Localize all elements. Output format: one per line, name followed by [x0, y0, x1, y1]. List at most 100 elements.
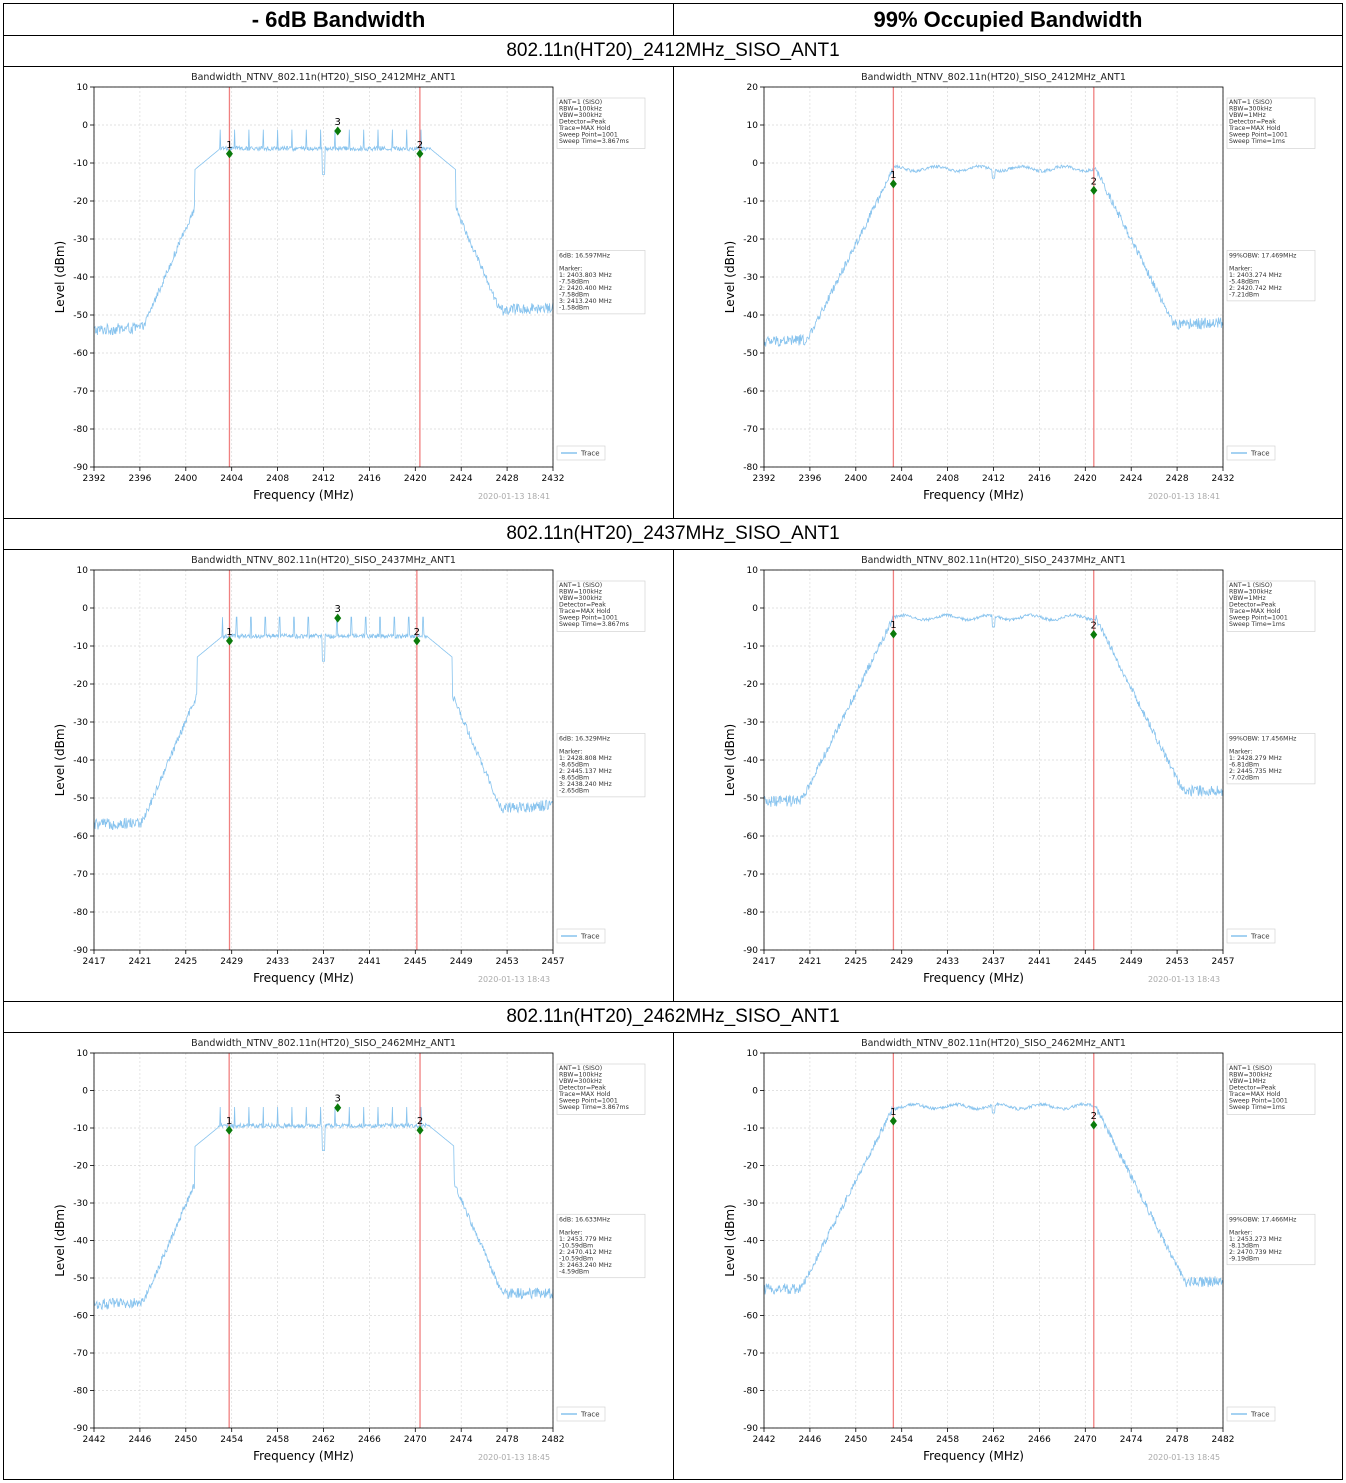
- y-tick-label: -30: [73, 1199, 88, 1209]
- info-line: RBW=300kHz: [1229, 589, 1272, 596]
- info-line: Trace=MAX Hold: [1228, 608, 1281, 615]
- chart-cell-2437-obw: Bandwidth_NTNV_802.11n(HT20)_SISO_2437MH…: [673, 549, 1343, 1002]
- marker-point-1: [225, 636, 233, 646]
- info-line: Trace=MAX Hold: [1228, 125, 1281, 132]
- y-tick-label: 0: [752, 1087, 758, 1097]
- y-tick-label: 10: [77, 83, 89, 93]
- info-line: Sweep Time=3.867ms: [559, 138, 629, 145]
- info-line: Trace=MAX Hold: [1228, 1091, 1281, 1098]
- info-box: [556, 580, 646, 632]
- section-title-2462: 802.11n(HT20)_2462MHz_SISO_ANT1: [3, 1001, 1343, 1033]
- y-tick-label: -70: [743, 1349, 758, 1359]
- x-tick-label: 2449: [1120, 957, 1143, 967]
- marker-label-2: 2: [1091, 621, 1097, 632]
- y-tick-label: -50: [743, 1274, 758, 1284]
- y-tick-label: -50: [73, 311, 88, 321]
- result-line: -7.58dBm: [559, 278, 589, 285]
- result-line: 2: 2420.400 MHz: [559, 285, 612, 292]
- y-tick-label: 10: [747, 121, 759, 131]
- legend-label: Trace: [580, 450, 600, 458]
- y-tick-label: -70: [743, 870, 758, 880]
- y-tick-label: -20: [743, 1162, 758, 1172]
- info-box: [1226, 97, 1316, 149]
- y-tick-label: -40: [743, 311, 758, 321]
- x-tick-label: 2454: [890, 1435, 913, 1445]
- result-box: [556, 733, 646, 798]
- y-axis-label: Level (dBm): [723, 724, 737, 796]
- x-tick-label: 2425: [174, 957, 197, 967]
- section-title-2437: 802.11n(HT20)_2437MHz_SISO_ANT1: [3, 518, 1343, 550]
- y-tick-label: -10: [73, 642, 88, 652]
- y-tick-label: -60: [73, 832, 88, 842]
- info-line: RBW=100kHz: [559, 589, 602, 596]
- result-line: -2.65dBm: [559, 787, 589, 794]
- x-tick-label: 2420: [1074, 474, 1097, 484]
- result-line: 2: 2445.137 MHz: [559, 768, 612, 775]
- y-tick-label: -90: [73, 946, 88, 956]
- result-line: 2: 2420.742 MHz: [1229, 285, 1282, 292]
- y-tick-label: 0: [82, 121, 88, 131]
- result-line: 6dB: 16.329MHz: [559, 735, 610, 742]
- info-line: Sweep Time=1ms: [1229, 138, 1285, 145]
- chart-title: Bandwidth_NTNV_802.11n(HT20)_SISO_2437MH…: [861, 555, 1126, 566]
- y-tick-label: -60: [743, 387, 758, 397]
- y-axis-label: Level (dBm): [53, 724, 67, 796]
- y-tick-label: 10: [77, 1049, 89, 1059]
- result-line: 1: 2453.779 MHz: [559, 1236, 612, 1243]
- x-tick-label: 2457: [1212, 957, 1235, 967]
- x-tick-label: 2417: [753, 957, 776, 967]
- result-line: 1: 2428.808 MHz: [559, 755, 612, 762]
- marker-point-1: [225, 1125, 233, 1135]
- info-line: Sweep Time=1ms: [1229, 621, 1285, 628]
- info-line: Trace=MAX Hold: [558, 125, 611, 132]
- chart-cell-2462-obw: Bandwidth_NTNV_802.11n(HT20)_SISO_2462MH…: [673, 1032, 1343, 1480]
- x-tick-label: 2424: [450, 474, 473, 484]
- marker-label-2: 2: [1091, 176, 1097, 187]
- marker-point-3: [334, 126, 342, 136]
- chart-title: Bandwidth_NTNV_802.11n(HT20)_SISO_2462MH…: [861, 1038, 1126, 1049]
- y-tick-label: -40: [743, 756, 758, 766]
- marker-label-1: 1: [890, 170, 896, 181]
- x-tick-label: 2470: [1074, 1435, 1097, 1445]
- x-tick-label: 2458: [266, 1435, 289, 1445]
- y-tick-label: -40: [73, 1237, 88, 1247]
- legend-label: Trace: [1250, 933, 1270, 941]
- x-tick-label: 2404: [890, 474, 913, 484]
- info-line: Detector=Peak: [1229, 119, 1276, 126]
- x-tick-label: 2446: [128, 1435, 151, 1445]
- y-tick-label: -90: [73, 463, 88, 473]
- marker-point-3: [334, 613, 342, 623]
- timestamp: 2020-01-13 18:41: [478, 492, 550, 501]
- legend-box: [556, 1406, 606, 1422]
- timestamp: 2020-01-13 18:43: [478, 975, 550, 984]
- result-line: -9.19dBm: [1229, 1255, 1259, 1262]
- x-tick-label: 2462: [312, 1435, 335, 1445]
- y-tick-label: -60: [743, 1312, 758, 1322]
- x-tick-label: 2445: [1074, 957, 1097, 967]
- x-tick-label: 2441: [358, 957, 381, 967]
- x-tick-label: 2400: [174, 474, 197, 484]
- result-line: -1.58dBm: [559, 304, 589, 311]
- x-tick-label: 2425: [844, 957, 867, 967]
- info-line: Sweep Point=1001: [559, 615, 618, 622]
- y-tick-label: 0: [752, 604, 758, 614]
- legend-box: [556, 928, 606, 944]
- y-tick-label: -30: [743, 273, 758, 283]
- result-box: [556, 1213, 646, 1279]
- x-tick-label: 2408: [266, 474, 289, 484]
- y-tick-label: -70: [73, 1349, 88, 1359]
- y-tick-label: 20: [747, 83, 759, 93]
- x-tick-label: 2482: [1212, 1435, 1235, 1445]
- legend-box: [1226, 445, 1276, 461]
- timestamp: 2020-01-13 18:45: [478, 1453, 550, 1462]
- y-tick-label: -90: [73, 1424, 88, 1434]
- result-line: -10.59dBm: [559, 1255, 593, 1262]
- timestamp: 2020-01-13 18:43: [1148, 975, 1220, 984]
- result-line: 1: 2403.274 MHz: [1229, 272, 1282, 279]
- section-title-2412: 802.11n(HT20)_2412MHz_SISO_ANT1: [3, 35, 1343, 67]
- info-line: VBW=300kHz: [559, 1078, 602, 1085]
- result-line: -10.59dBm: [559, 1242, 593, 1249]
- result-line: 1: 2428.279 MHz: [1229, 755, 1282, 762]
- info-box: [1226, 580, 1316, 632]
- x-tick-label: 2424: [1120, 474, 1143, 484]
